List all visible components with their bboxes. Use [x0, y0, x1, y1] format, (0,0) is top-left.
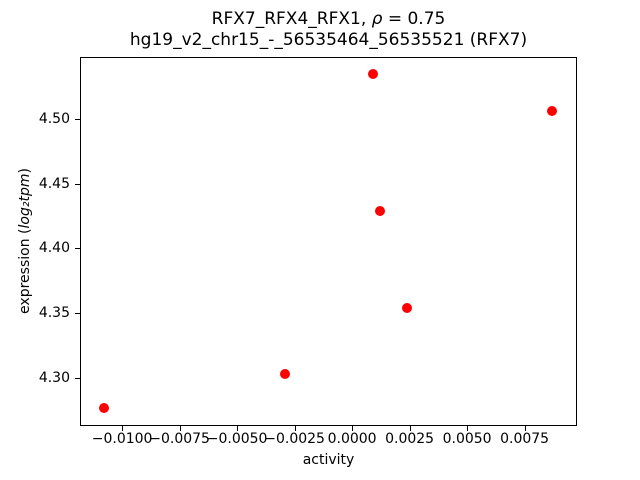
- title-rho-value: = 0.75: [382, 9, 446, 29]
- x-axis-label: activity: [302, 452, 355, 468]
- chart-title-line-2: hg19_v2_chr15_-_56535464_56535521 (RFX7): [129, 30, 528, 50]
- x-tick-label: 0.0050: [442, 431, 492, 447]
- x-tick-mark: [122, 426, 124, 431]
- x-tick-mark: [179, 426, 181, 431]
- y-tick-mark: [75, 248, 80, 250]
- x-tick-mark: [467, 426, 469, 431]
- plot-area: [80, 57, 577, 426]
- x-tick-mark: [524, 426, 526, 431]
- data-point: [374, 205, 385, 216]
- y-tick-label: 4.40: [38, 240, 70, 257]
- x-tick-label: 0.0000: [327, 431, 377, 447]
- y-tick-label: 4.50: [38, 111, 70, 127]
- chart-title: RFX7_RFX4_RFX1, ρ = 0.75 hg19_v2_chr15_-…: [80, 9, 577, 51]
- y-tick-mark: [75, 313, 80, 315]
- y-axis-label-close: ): [17, 168, 33, 174]
- data-point: [98, 402, 109, 413]
- data-point: [367, 68, 378, 79]
- x-tick-label: −0.0075: [149, 431, 210, 447]
- x-tick-mark: [409, 426, 411, 431]
- x-tick-label: 0.0075: [500, 431, 550, 447]
- y-tick-label: 4.45: [38, 175, 70, 192]
- x-tick-mark: [352, 426, 354, 431]
- x-tick-mark: [294, 426, 296, 431]
- data-point: [280, 369, 291, 379]
- x-tick-label: −0.0025: [264, 431, 325, 447]
- title-gene-names: RFX7_RFX4_RFX1,: [211, 9, 372, 29]
- x-tick-label: −0.0050: [206, 431, 268, 447]
- y-tick-label: 4.30: [38, 369, 70, 386]
- x-tick-label: 0.0025: [385, 431, 435, 447]
- y-tick-label: 4.35: [38, 305, 70, 322]
- data-point: [547, 106, 558, 117]
- x-tick-label: −0.0100: [91, 431, 153, 447]
- y-tick-mark: [75, 119, 80, 120]
- data-point: [402, 303, 413, 313]
- chart-title-line-1: RFX7_RFX4_RFX1, ρ = 0.75: [80, 9, 577, 30]
- y-tick-mark: [75, 183, 80, 185]
- x-tick-mark: [237, 426, 239, 431]
- y-tick-mark: [75, 377, 80, 379]
- title-rho-symbol: ρ: [371, 9, 383, 29]
